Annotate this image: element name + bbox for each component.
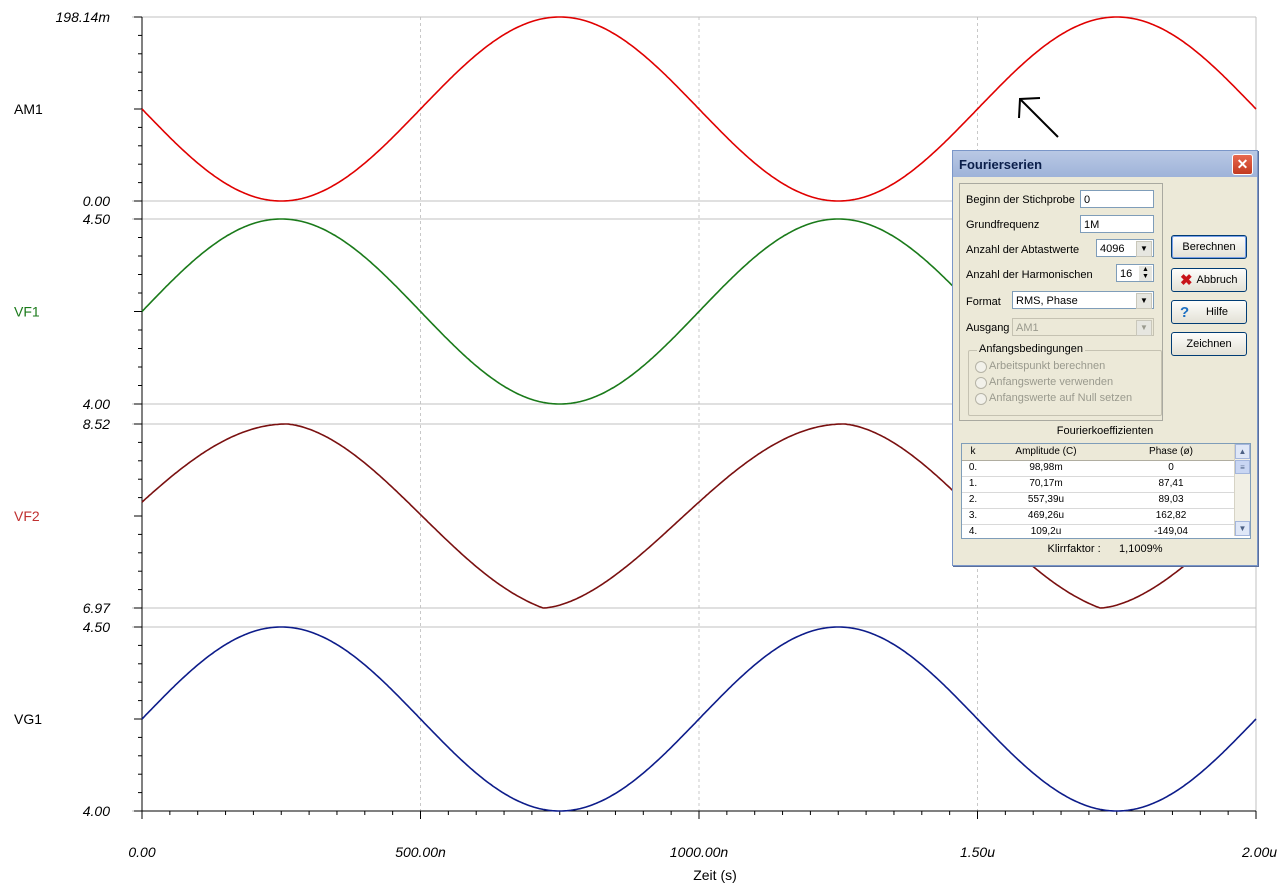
scroll-down-icon[interactable]: ▼ <box>1235 521 1250 536</box>
table-row[interactable]: 3. 469,26u 162,82 <box>962 508 1234 525</box>
cursor-arrow-icon <box>1018 97 1059 138</box>
cell-phase: 0 <box>1168 462 1174 473</box>
x-tick-label: 2.00u <box>1241 844 1277 860</box>
format-value: RMS, Phase <box>1016 295 1078 307</box>
option-anfangswerte: Anfangswerte verwenden <box>989 376 1114 388</box>
cell-amplitude: 109,2u <box>1030 526 1062 537</box>
header-phase: Phase (ø) <box>1149 446 1193 457</box>
y-top-label: 4.50 <box>83 619 110 635</box>
x-axis-title: Zeit (s) <box>693 867 737 883</box>
cell-amplitude: 70,17m <box>1029 478 1063 489</box>
cell-phase: 87,41 <box>1158 478 1184 489</box>
help-question-icon: ? <box>1180 304 1190 321</box>
klirrfaktor: Klirrfaktor : 1,1009% <box>959 543 1251 555</box>
table-row[interactable]: 4. 109,2u -149,04 <box>962 524 1234 538</box>
hilfe-label: Hilfe <box>1205 306 1228 318</box>
abtastwerte-value: 4096 <box>1100 243 1125 255</box>
fourier-dialog: Fourierserien ✕ Beginn der Stichprobe 0 … <box>952 150 1258 566</box>
harmonischen-stepper[interactable]: 16 ▲ ▼ <box>1116 264 1154 282</box>
klirrfaktor-value: 1,1009% <box>1119 543 1163 555</box>
x-tick-label: 0.00 <box>128 844 155 860</box>
y-bottom-label: 4.00 <box>83 803 110 819</box>
cell-k: 0. <box>968 462 978 473</box>
group-title: Anfangsbedingungen <box>977 343 1085 355</box>
coefficients-table[interactable]: k Amplitude (C) Phase (ø) 0. 98,98m 0 1.… <box>961 443 1251 539</box>
beginn-input[interactable]: 0 <box>1080 190 1154 208</box>
panel-name-label: VG1 <box>14 711 42 727</box>
format-select[interactable]: RMS, Phase ▼ <box>1012 291 1154 309</box>
grundfrequenz-label: Grundfrequenz <box>966 219 1040 231</box>
scroll-up-icon[interactable]: ▲ <box>1235 444 1250 459</box>
chevron-down-icon[interactable]: ▼ <box>1136 241 1152 257</box>
cell-k: 1. <box>968 478 978 489</box>
close-icon[interactable]: ✕ <box>1232 154 1253 175</box>
cell-phase: 89,03 <box>1158 494 1184 505</box>
cell-amplitude: 557,39u <box>1027 494 1065 505</box>
cell-k: 4. <box>968 526 978 537</box>
trace-vf2 <box>141 423 1257 609</box>
y-bottom-label: 0.00 <box>83 193 110 209</box>
table-header: k Amplitude (C) Phase (ø) <box>962 444 1234 461</box>
x-tick-label: 500.00n <box>395 844 446 860</box>
radio-null <box>975 393 987 405</box>
ausgang-select: AM1 ▼ <box>1012 318 1154 336</box>
anfangsbedingungen-group: Anfangsbedingungen Arbeitspunkt berechne… <box>968 343 1162 416</box>
cell-phase: 162,82 <box>1155 510 1187 521</box>
axis-labels: 198.14m0.00AM14.504.00VF18.526.97VF24.50… <box>14 9 1277 883</box>
option-arbeitspunkt: Arbeitspunkt berechnen <box>989 360 1106 372</box>
dialog-title: Fourierserien <box>959 157 1043 172</box>
table-row[interactable]: 0. 98,98m 0 <box>962 460 1234 477</box>
trace-vg1 <box>141 626 1257 812</box>
spin-arrows-icon[interactable]: ▲ ▼ <box>1139 266 1152 281</box>
cell-k: 2. <box>968 494 978 505</box>
cell-amplitude: 98,98m <box>1029 462 1063 473</box>
table-scrollbar[interactable]: ▲ ≡ ▼ <box>1234 444 1250 536</box>
coefficients-title: Fourierkoeffizienten <box>1056 425 1154 437</box>
chevron-down-icon[interactable]: ▼ <box>1136 293 1152 309</box>
cell-amplitude: 469,26u <box>1027 510 1065 521</box>
scroll-thumb[interactable]: ≡ <box>1235 460 1250 474</box>
harmonischen-value: 16 <box>1120 268 1133 280</box>
trace-am1 <box>141 16 1257 202</box>
panel-name-label: VF2 <box>14 508 40 524</box>
y-top-label: 4.50 <box>83 211 110 227</box>
cancel-x-icon: ✖ <box>1180 272 1193 289</box>
y-bottom-label: 6.97 <box>83 600 111 616</box>
axes <box>134 16 1257 819</box>
zeichnen-button[interactable]: Zeichnen <box>1171 332 1247 356</box>
header-amplitude: Amplitude (C) <box>1015 446 1077 457</box>
panel-name-label: VF1 <box>14 304 40 320</box>
cell-k: 3. <box>968 510 978 521</box>
beginn-label: Beginn der Stichprobe <box>966 194 1075 206</box>
hilfe-button[interactable]: ? Hilfe <box>1171 300 1247 324</box>
y-top-label: 8.52 <box>83 416 110 432</box>
cell-phase: -149,04 <box>1154 526 1188 537</box>
table-row[interactable]: 1. 70,17m 87,41 <box>962 476 1234 493</box>
abbruch-button[interactable]: ✖ Abbruch <box>1171 268 1247 292</box>
ausgang-label: Ausgang <box>966 322 1010 334</box>
chevron-down-icon: ▼ <box>1136 320 1152 336</box>
radio-anfangswerte <box>975 377 987 389</box>
y-top-label: 198.14m <box>56 9 111 25</box>
abtastwerte-label: Anzahl der Abtastwerte <box>966 244 1080 256</box>
x-tick-label: 1.50u <box>960 844 995 860</box>
abbruch-label: Abbruch <box>1196 274 1238 286</box>
x-tick-label: 1000.00n <box>670 844 729 860</box>
abtastwerte-select[interactable]: 4096 ▼ <box>1096 239 1154 257</box>
harmonischen-label: Anzahl der Harmonischen <box>966 269 1093 281</box>
option-null: Anfangswerte auf Null setzen <box>989 392 1133 404</box>
panel-name-label: AM1 <box>14 101 43 117</box>
y-bottom-label: 4.00 <box>83 396 110 412</box>
dialog-titlebar[interactable]: Fourierserien ✕ <box>953 151 1257 177</box>
grundfrequenz-input[interactable]: 1M <box>1080 215 1154 233</box>
berechnen-button[interactable]: Berechnen <box>1171 235 1247 259</box>
klirrfaktor-label: Klirrfaktor : <box>1047 543 1101 555</box>
header-k: k <box>970 446 976 457</box>
format-label: Format <box>966 296 1001 308</box>
radio-arbeitspunkt <box>975 361 987 373</box>
ausgang-value: AM1 <box>1016 322 1039 334</box>
table-row[interactable]: 2. 557,39u 89,03 <box>962 492 1234 509</box>
settings-panel: Beginn der Stichprobe 0 Grundfrequenz 1M… <box>959 183 1163 421</box>
